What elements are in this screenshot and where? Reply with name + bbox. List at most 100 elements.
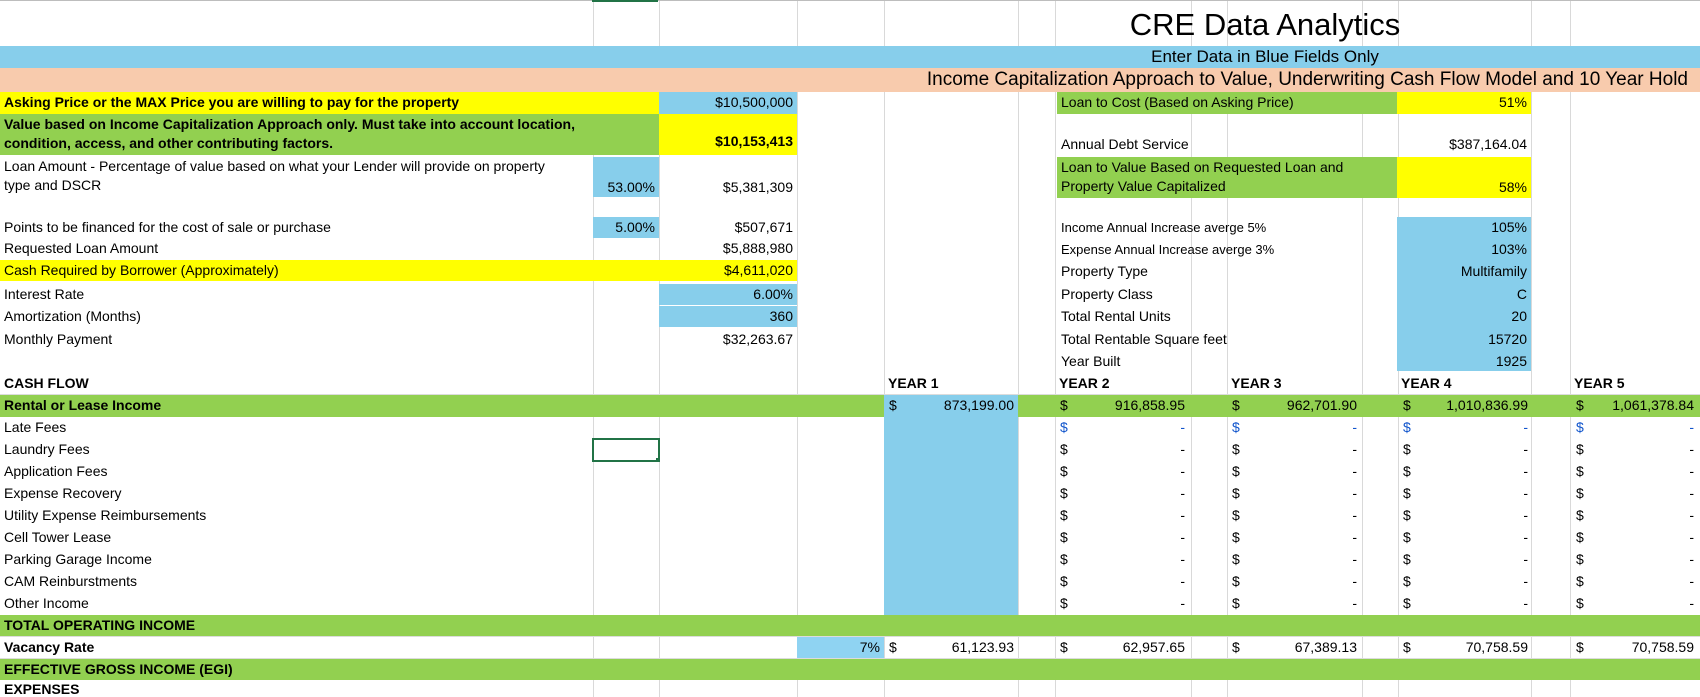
amortization-label: Amortization (Months) bbox=[4, 308, 141, 324]
income-item-label: Utility Expense Reimbursements bbox=[4, 507, 207, 523]
asking-price-input[interactable]: $10,500,000 bbox=[659, 92, 797, 114]
dollar-sign: $ bbox=[1576, 595, 1584, 611]
income-item-label: Parking Garage Income bbox=[4, 551, 152, 567]
dollar-sign: $ bbox=[1576, 485, 1584, 501]
dollar-sign: $ bbox=[1232, 573, 1240, 589]
dollar-sign: $ bbox=[1576, 419, 1584, 435]
title-row: CRE Data Analytics bbox=[0, 0, 1700, 46]
debt-service-value: $387,164.04 bbox=[1449, 136, 1527, 152]
rental-units-input[interactable]: 20 bbox=[1511, 308, 1527, 324]
points-value: $507,671 bbox=[734, 219, 793, 235]
fill-handle[interactable] bbox=[656, 458, 658, 460]
dollar-sign: $ bbox=[1232, 463, 1240, 479]
toi-label: TOTAL OPERATING INCOME bbox=[4, 617, 196, 633]
dollar-sign: $ bbox=[1060, 639, 1068, 655]
dollar-sign: $ bbox=[1403, 441, 1411, 457]
gridline bbox=[1362, 0, 1363, 697]
dollar-sign: $ bbox=[1232, 529, 1240, 545]
gridline bbox=[1191, 0, 1192, 697]
gridline bbox=[1018, 0, 1019, 697]
gridline bbox=[884, 0, 885, 697]
dollar-sign: $ bbox=[1576, 573, 1584, 589]
dollar-sign: $ bbox=[1576, 507, 1584, 523]
property-input-block bbox=[1397, 217, 1531, 371]
dollar-sign: $ bbox=[1403, 573, 1411, 589]
interest-rate-input[interactable]: 6.00% bbox=[659, 284, 797, 305]
empty-value: - bbox=[1352, 463, 1357, 479]
dollar-sign: $ bbox=[1576, 551, 1584, 567]
dollar-sign: $ bbox=[1576, 463, 1584, 479]
empty-value: - bbox=[1180, 441, 1185, 457]
dollar-sign: $ bbox=[1060, 463, 1068, 479]
points-percent-input[interactable]: 5.00% bbox=[593, 217, 659, 238]
amortization-input[interactable]: 360 bbox=[659, 306, 797, 327]
empty-value: - bbox=[1523, 485, 1528, 501]
rental-year-5: 1,061,378.84 bbox=[1612, 397, 1694, 413]
ltv-value: 58% bbox=[1397, 157, 1531, 198]
points-label: Points to be financed for the cost of sa… bbox=[4, 219, 331, 235]
rental-year-1: 873,199.00 bbox=[943, 397, 1014, 413]
empty-value: - bbox=[1352, 551, 1357, 567]
value-output: $10,153,413 bbox=[659, 114, 797, 155]
ltc-value: 51% bbox=[1397, 92, 1531, 114]
income-item-label: Expense Recovery bbox=[4, 485, 122, 501]
vacancy-percent-input[interactable]: 7% bbox=[797, 637, 884, 658]
dollar-sign: $ bbox=[1060, 485, 1068, 501]
dollar-sign: $ bbox=[1576, 441, 1584, 457]
expense-increase-input[interactable]: 103% bbox=[1491, 241, 1527, 257]
income-item-label: Other Income bbox=[4, 595, 89, 611]
square-feet-input[interactable]: 15720 bbox=[1488, 331, 1527, 347]
vacancy-year-4: 70,758.59 bbox=[1465, 639, 1528, 655]
square-feet-label: Total Rentable Square feet bbox=[1061, 331, 1227, 347]
gridline bbox=[797, 0, 798, 697]
dollar-sign: $ bbox=[1232, 485, 1240, 501]
empty-value: - bbox=[1689, 551, 1694, 567]
selected-cell[interactable] bbox=[592, 438, 660, 462]
empty-value: - bbox=[1523, 441, 1528, 457]
property-type-input[interactable]: Multifamily bbox=[1460, 263, 1527, 279]
egi-row bbox=[0, 659, 1700, 680]
dollar-sign: $ bbox=[1232, 397, 1240, 413]
dollar-sign: $ bbox=[889, 639, 897, 655]
empty-value: - bbox=[1523, 529, 1528, 545]
gridline bbox=[659, 0, 660, 697]
gridline bbox=[1570, 0, 1571, 697]
empty-value: - bbox=[1523, 419, 1528, 435]
empty-value: - bbox=[1523, 573, 1528, 589]
year-1-header: YEAR 1 bbox=[888, 375, 939, 391]
empty-value: - bbox=[1352, 595, 1357, 611]
dollar-sign: $ bbox=[1060, 573, 1068, 589]
empty-value: - bbox=[1352, 507, 1357, 523]
rental-income-row bbox=[0, 395, 1700, 417]
expenses-header: EXPENSES bbox=[4, 681, 80, 697]
empty-value: - bbox=[1352, 529, 1357, 545]
expense-increase-label: Expense Annual Increase averge 3% bbox=[1061, 242, 1275, 257]
loan-label-line2: type and DSCR bbox=[4, 177, 102, 193]
vacancy-year-1: 61,123.93 bbox=[951, 639, 1014, 655]
gridline bbox=[593, 0, 594, 697]
empty-value: - bbox=[1180, 463, 1185, 479]
dollar-sign: $ bbox=[1576, 639, 1584, 655]
dollar-sign: $ bbox=[1403, 639, 1411, 655]
empty-value: - bbox=[1352, 573, 1357, 589]
income-increase-label: Income Annual Increase averge 5% bbox=[1061, 220, 1267, 235]
income-increase-input[interactable]: 105% bbox=[1491, 219, 1527, 235]
loan-amount-label: Loan Amount - Percentage of value based … bbox=[0, 157, 593, 197]
vacancy-year-5: 70,758.59 bbox=[1631, 639, 1694, 655]
asking-price-label: Asking Price or the MAX Price you are wi… bbox=[0, 92, 659, 114]
empty-value: - bbox=[1180, 529, 1185, 545]
rental-year-4: 1,010,836.99 bbox=[1446, 397, 1528, 413]
loan-percent-input[interactable]: 53.00% bbox=[593, 157, 659, 197]
dollar-sign: $ bbox=[1576, 397, 1584, 413]
dollar-sign: $ bbox=[1403, 485, 1411, 501]
ltv-label: Loan to Value Based on Requested Loan an… bbox=[1057, 157, 1397, 198]
egi-label: EFFECTIVE GROSS INCOME (EGI) bbox=[4, 661, 233, 677]
year-built-input[interactable]: 1925 bbox=[1495, 353, 1527, 369]
empty-value: - bbox=[1523, 595, 1528, 611]
income-item-label: Laundry Fees bbox=[4, 441, 90, 457]
empty-value: - bbox=[1523, 463, 1528, 479]
empty-value: - bbox=[1180, 419, 1185, 435]
property-class-input[interactable]: C bbox=[1516, 286, 1527, 302]
year1-input-column bbox=[884, 395, 1018, 615]
monthly-payment-label: Monthly Payment bbox=[4, 331, 113, 347]
